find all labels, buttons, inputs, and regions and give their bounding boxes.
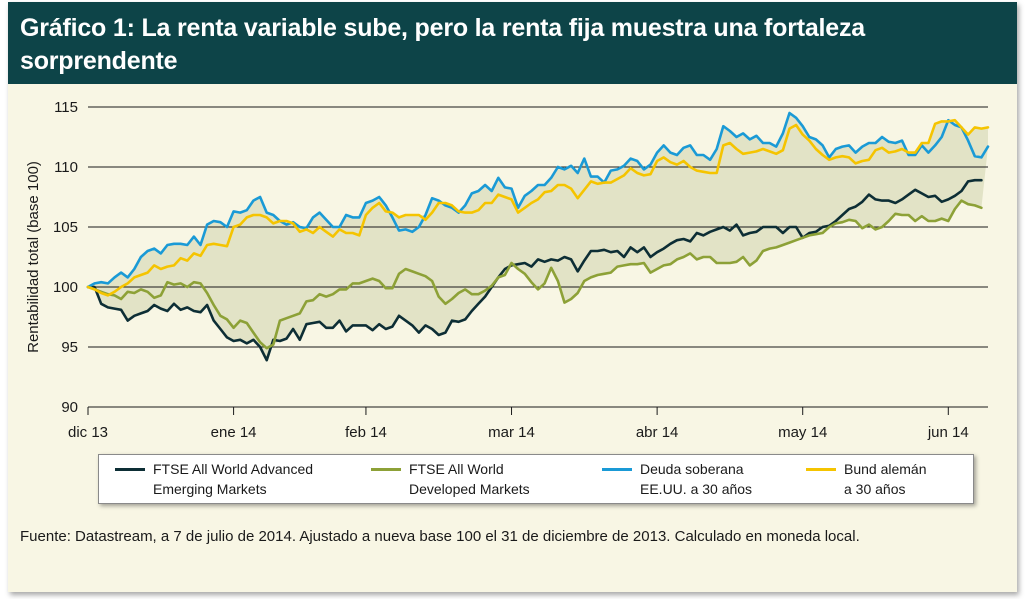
series-line — [86, 118, 990, 297]
legend: FTSE All World Advanced Emerging Markets… — [98, 454, 974, 504]
chart-title: Gráfico 1: La renta variable sube, pero … — [20, 14, 866, 75]
y-tick-label: 105 — [53, 219, 78, 236]
x-tick-label: mar 14 — [488, 424, 535, 441]
legend-item: FTSE All World Advanced Emerging Markets — [115, 459, 345, 499]
y-axis-label: Rentabilidad total (base 100) — [25, 161, 42, 353]
y-tick-label: 90 — [61, 399, 78, 416]
x-tick-label: may 14 — [778, 424, 827, 441]
shaded-band — [88, 113, 988, 361]
legend-label: FTSE All World Advanced Emerging Markets — [153, 461, 314, 497]
legend-swatch — [602, 468, 632, 471]
x-tick-label: dic 13 — [68, 424, 108, 441]
y-tick-label: 110 — [54, 159, 78, 176]
x-tick-label: abr 14 — [636, 424, 679, 441]
legend-item: Deuda soberana EE.UU. a 30 años — [602, 459, 802, 499]
legend-swatch — [806, 468, 836, 471]
y-tick-label: 95 — [61, 339, 78, 356]
x-tick-label: jun 14 — [927, 424, 969, 441]
series-line — [86, 111, 990, 289]
series-line — [86, 178, 983, 362]
chart-panel: Gráfico 1: La renta variable sube, pero … — [8, 2, 1017, 592]
legend-swatch — [371, 468, 401, 471]
line-chart: 90 95 100 105 110 115 dic 13 ene 14 feb 14 mar 14… — [25, 99, 990, 441]
x-tick-label: feb 14 — [345, 424, 387, 441]
legend-item: Bund alemán a 30 años — [806, 459, 976, 499]
legend-swatch — [115, 468, 145, 471]
source-note: Fuente: Datastream, a 7 de julio de 2014… — [20, 528, 860, 545]
legend-label: Deuda soberana EE.UU. a 30 años — [640, 461, 753, 497]
series-line — [86, 199, 983, 350]
y-tick-label: 115 — [54, 99, 78, 116]
y-tick-label: 100 — [53, 279, 78, 296]
legend-label: FTSE All World Developed Markets — [409, 461, 530, 497]
legend-item: FTSE All World Developed Markets — [371, 459, 571, 499]
title-bar: Gráfico 1: La renta variable sube, pero … — [8, 2, 1017, 84]
x-tick-label: ene 14 — [211, 424, 257, 441]
legend-label: Bund alemán a 30 años — [844, 461, 927, 497]
